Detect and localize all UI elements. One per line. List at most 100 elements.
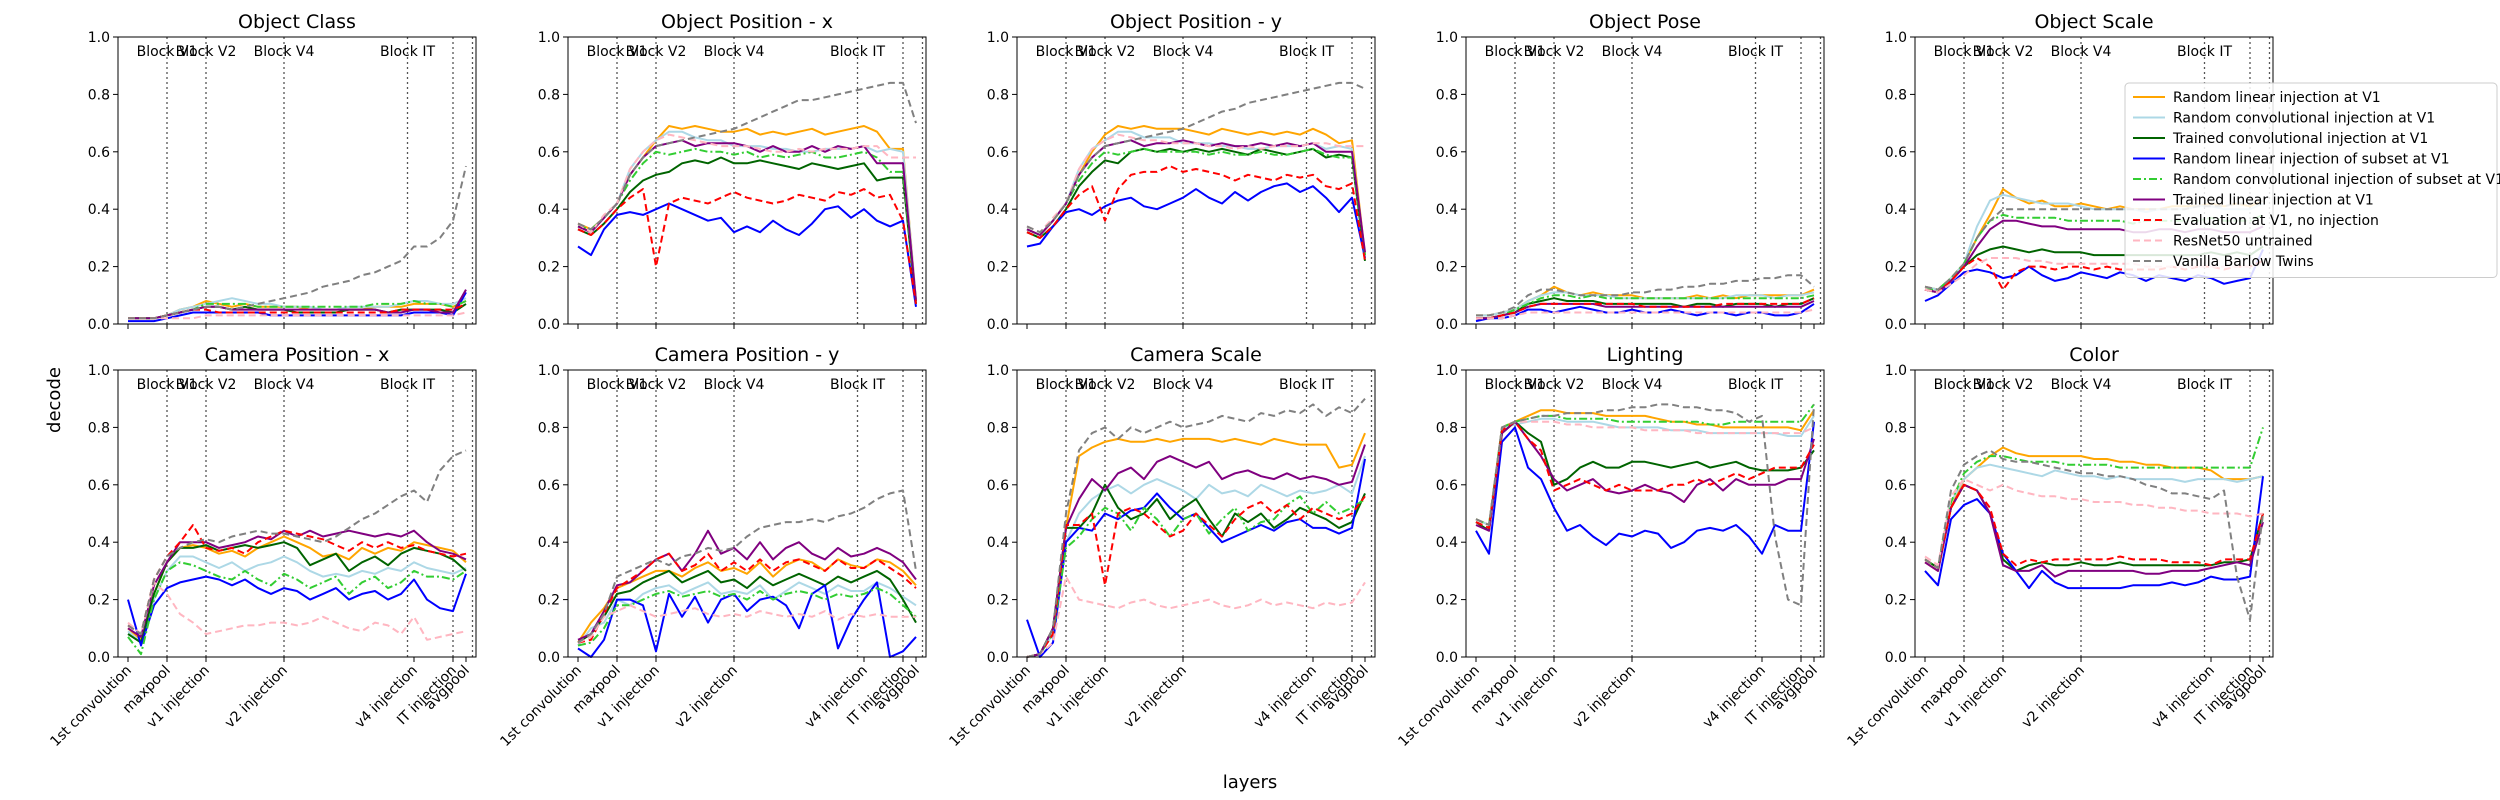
- block-label: Block V2: [626, 44, 687, 60]
- legend: Random linear injection at V1 Random conv…: [2124, 82, 2500, 278]
- series-line: [1924, 478, 2264, 567]
- y-tick-label: 0.2: [538, 593, 560, 609]
- axes-frame: [1016, 369, 1376, 658]
- series-line: [1924, 483, 2264, 578]
- y-tick-label: 1.0: [987, 363, 1009, 379]
- block-label: Block V2: [1075, 44, 1136, 60]
- y-tick-label: 0.4: [1885, 535, 1907, 551]
- y-tick-label: 0.2: [1885, 593, 1907, 609]
- y-tick-label: 0.2: [1436, 260, 1458, 276]
- y-tick-label: 0.0: [1436, 650, 1458, 666]
- axes-frame: [117, 36, 477, 325]
- y-tick-label: 0.8: [1885, 87, 1907, 103]
- block-label: Block V4: [2051, 377, 2112, 393]
- block-label: Block V4: [1153, 44, 1214, 60]
- series-line: [1925, 213, 2264, 291]
- series-line: [577, 81, 917, 231]
- legend-label: Evaluation at V1, no injection: [2173, 213, 2379, 229]
- series-line: [1026, 455, 1366, 658]
- block-label: Block V1: [1485, 44, 1546, 60]
- legend-label: Random linear injection at V1: [2173, 90, 2381, 106]
- legend-label: Vanilla Barlow Twins: [2173, 254, 2314, 270]
- series-line: [127, 524, 467, 635]
- y-tick-label: 0.4: [1436, 202, 1458, 218]
- series-line: [577, 581, 917, 658]
- axes-frame: [567, 36, 927, 325]
- y-tick-label: 0.0: [538, 650, 560, 666]
- series-line: [1026, 165, 1366, 262]
- series-line: [1476, 294, 1815, 320]
- axes-frame: [567, 369, 927, 658]
- series-line: [1475, 420, 1815, 526]
- series-line: [1475, 420, 1815, 532]
- legend-box: [2124, 82, 2498, 278]
- legend-label: Trained convolutional injection at V1: [2172, 131, 2428, 147]
- x-tick-label: v2 injection: [672, 663, 741, 732]
- y-tick-label: 0.6: [1885, 478, 1907, 494]
- y-tick-label: 0.0: [987, 317, 1009, 333]
- y-tick-label: 0.2: [538, 260, 560, 276]
- series-line: [128, 311, 467, 320]
- series-line: [128, 165, 467, 320]
- block-label: Block IT: [830, 44, 885, 60]
- axes-frame: [1016, 36, 1376, 325]
- series-line: [1026, 147, 1366, 256]
- block-label: Block V2: [1973, 377, 2034, 393]
- y-tick-label: 0.0: [88, 317, 110, 333]
- y-tick-label: 0.4: [88, 202, 110, 218]
- y-tick-label: 0.8: [88, 87, 110, 103]
- y-tick-label: 1.0: [1436, 363, 1458, 379]
- series-line: [127, 449, 467, 635]
- y-tick-label: 0.0: [1436, 317, 1458, 333]
- block-label: Block IT: [380, 44, 435, 60]
- x-tick-label: v2 injection: [1570, 663, 1639, 732]
- series-line: [1924, 427, 2264, 569]
- series-line: [1475, 409, 1815, 526]
- subplot-title: Camera Scale: [1130, 344, 1262, 366]
- y-tick-label: 0.4: [538, 535, 560, 551]
- y-tick-label: 0.6: [88, 478, 110, 494]
- subplot-title: Object Pose: [1589, 11, 1701, 33]
- block-label: Block IT: [1728, 377, 1783, 393]
- block-label: Block V4: [704, 44, 765, 60]
- series-line: [1475, 420, 1815, 529]
- block-label: Block V1: [137, 44, 198, 60]
- block-label: Block V2: [1524, 44, 1585, 60]
- block-label: Block V2: [1524, 377, 1585, 393]
- axes-frame: [117, 369, 477, 658]
- series-line: [127, 555, 467, 644]
- y-tick-label: 0.2: [987, 260, 1009, 276]
- series-line: [577, 558, 917, 644]
- y-tick-label: 0.6: [538, 478, 560, 494]
- y-tick-label: 0.4: [538, 202, 560, 218]
- y-tick-label: 1.0: [1885, 363, 1907, 379]
- series-line: [1924, 446, 2264, 572]
- series-line: [577, 587, 917, 647]
- block-label: Block V1: [1036, 377, 1097, 393]
- legend-label: Random linear injection of subset at V1: [2173, 152, 2450, 168]
- supxlabel: layers: [1223, 772, 1278, 793]
- series-line: [1476, 274, 1815, 317]
- block-label: Block V4: [1602, 44, 1663, 60]
- series-line: [577, 529, 917, 641]
- series-line: [1026, 575, 1366, 658]
- y-tick-label: 1.0: [88, 30, 110, 46]
- series-line: [1476, 291, 1815, 317]
- series-line: [577, 552, 917, 644]
- series-line: [127, 581, 467, 641]
- subplot-title: Object Position - x: [661, 11, 833, 33]
- y-tick-label: 0.8: [1436, 420, 1458, 436]
- series-line: [577, 202, 917, 307]
- series-line: [1026, 125, 1366, 256]
- y-tick-label: 1.0: [987, 30, 1009, 46]
- block-label: Block V1: [587, 44, 648, 60]
- block-label: Block V2: [1973, 44, 2034, 60]
- series-line: [577, 188, 917, 305]
- y-tick-label: 0.0: [88, 650, 110, 666]
- y-tick-label: 0.8: [987, 420, 1009, 436]
- series-line: [1026, 495, 1366, 658]
- y-tick-label: 0.8: [1885, 420, 1907, 436]
